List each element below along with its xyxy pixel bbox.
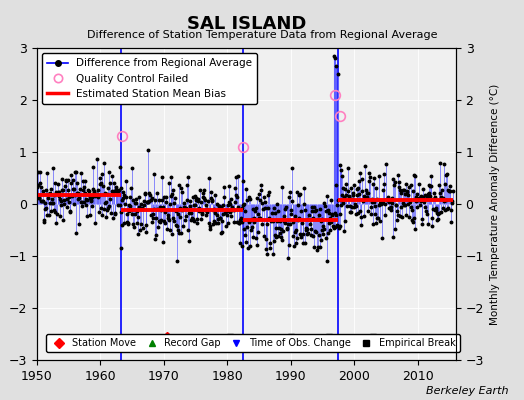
Text: Berkeley Earth: Berkeley Earth xyxy=(426,386,508,396)
Title: SAL ISLAND: SAL ISLAND xyxy=(187,14,306,32)
Text: Difference of Station Temperature Data from Regional Average: Difference of Station Temperature Data f… xyxy=(87,30,437,40)
Y-axis label: Monthly Temperature Anomaly Difference (°C): Monthly Temperature Anomaly Difference (… xyxy=(489,83,499,325)
Legend: Station Move, Record Gap, Time of Obs. Change, Empirical Break: Station Move, Record Gap, Time of Obs. C… xyxy=(46,334,460,352)
